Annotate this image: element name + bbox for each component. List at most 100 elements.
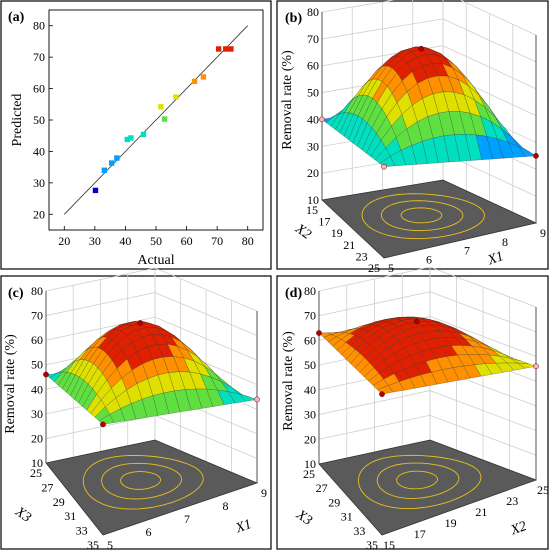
floor-tick-label: 27 [41,480,53,494]
floor-tick-label: 19 [331,226,343,240]
y-tick-label: 30 [33,176,45,190]
contour-line [82,454,204,510]
x-tick-label: 70 [211,234,223,248]
z-tick-label: 60 [307,59,319,73]
design-point [381,163,387,170]
floor-tick-label: 6 [426,252,432,266]
data-point [223,46,229,52]
floor-tick-label: 17 [318,215,330,229]
floor-tick-label: 9 [540,226,546,240]
floor-tick-label: 21 [343,238,355,252]
z-tick-label: 30 [307,139,319,153]
contour-line [396,470,438,490]
floor-tick-label: 29 [53,495,65,509]
x-tick-label: 30 [89,234,101,248]
design-point [533,363,539,370]
x-tick-label: 50 [150,234,162,248]
floor-tick-label: 27 [316,481,328,495]
data-point [191,78,198,85]
z-tick-label: 10 [304,457,316,471]
z-tick-label: 40 [307,112,319,126]
x-tick-label: 80 [242,234,254,248]
floor-tick-label: 25 [537,483,549,497]
y-tick-label: 80 [33,19,45,33]
panel-label: (b) [285,11,302,26]
z-tick-label: 30 [31,407,43,421]
z-axis-title: Removal rate (%) [3,334,18,434]
panel-a: 20 30 40 50 60 70 80 20 30 40 50 60 70 80 (a) Actual Pre… [8,9,264,268]
data-point [101,167,108,173]
panel-a-frame [0,0,272,270]
floor-tick-label: 31 [341,510,353,524]
z-tick-label: 40 [304,383,316,397]
y-tick-label: 40 [33,144,45,158]
z-tick-label: 50 [31,358,43,372]
x-axis-title: Actual [137,253,174,268]
z-tick-label: 60 [31,333,43,347]
response-surface [318,316,537,395]
panel-label: (c) [8,286,24,301]
data-point [215,46,222,52]
design-point [413,318,420,325]
x-tick-label: 20 [58,234,70,248]
floor-tick-label: 5 [388,261,394,275]
data-point [124,136,130,143]
contour-line [101,462,182,500]
floor-tick-label: 25 [303,467,315,481]
z-tick-label: 20 [31,431,43,445]
floor-tick-label: 9 [261,486,267,500]
contour-line [357,454,482,510]
z-tick-label: 10 [31,456,43,470]
data-point [228,46,234,52]
design-point [533,153,539,159]
contour-line [361,193,485,240]
z-tick-label: 80 [307,5,319,19]
floor-tick-label: 5 [107,538,113,551]
z-axis-title: Removal rate (%) [281,331,296,431]
z-tick-label: 20 [304,432,316,446]
floor-tick-label: 33 [76,524,88,538]
floor-tick-label: 25 [30,466,42,480]
contour-line [376,462,460,499]
floor-tick-label: 6 [146,525,152,539]
design-point [379,391,385,397]
z-tick-label: 30 [304,408,316,422]
floor-tick-label: 25 [368,261,380,275]
design-point [316,330,322,336]
design-point [137,320,144,326]
data-point [200,74,207,80]
floor-tick-label: 31 [64,509,76,523]
floor-plane [321,179,538,259]
data-point [114,155,120,161]
z-tick-label: 80 [304,284,316,298]
z-tick-label: 70 [307,32,319,46]
y-tick-label: 70 [33,50,45,64]
floor-tick-label: 17 [414,527,426,541]
data-point [158,104,164,110]
data-point [161,116,168,122]
floor-tick-label: 35 [366,538,378,551]
data-point [173,94,179,100]
z-tick-label: 40 [31,382,43,396]
floor-tick-label: 19 [445,516,457,530]
reference-line [63,25,249,215]
z-axis-title: Removal rate (%) [280,50,295,150]
floor-tick-label: 29 [328,495,340,509]
response-surface [45,321,258,425]
z-tick-label: 70 [31,309,43,323]
response-surface [321,46,537,167]
panel-label: (a) [8,10,25,25]
floor-tick-label: 7 [184,512,190,526]
x-tick-label: 60 [181,234,193,248]
floor-tick-label: 35 [87,538,99,551]
floor-tick-label: 15 [306,203,318,217]
floor-axis-title-right: X1 [233,517,254,537]
data-point [92,187,99,194]
wall-grid-line [321,0,537,36]
panel-label: (d) [285,286,302,301]
contour-line [120,471,162,490]
